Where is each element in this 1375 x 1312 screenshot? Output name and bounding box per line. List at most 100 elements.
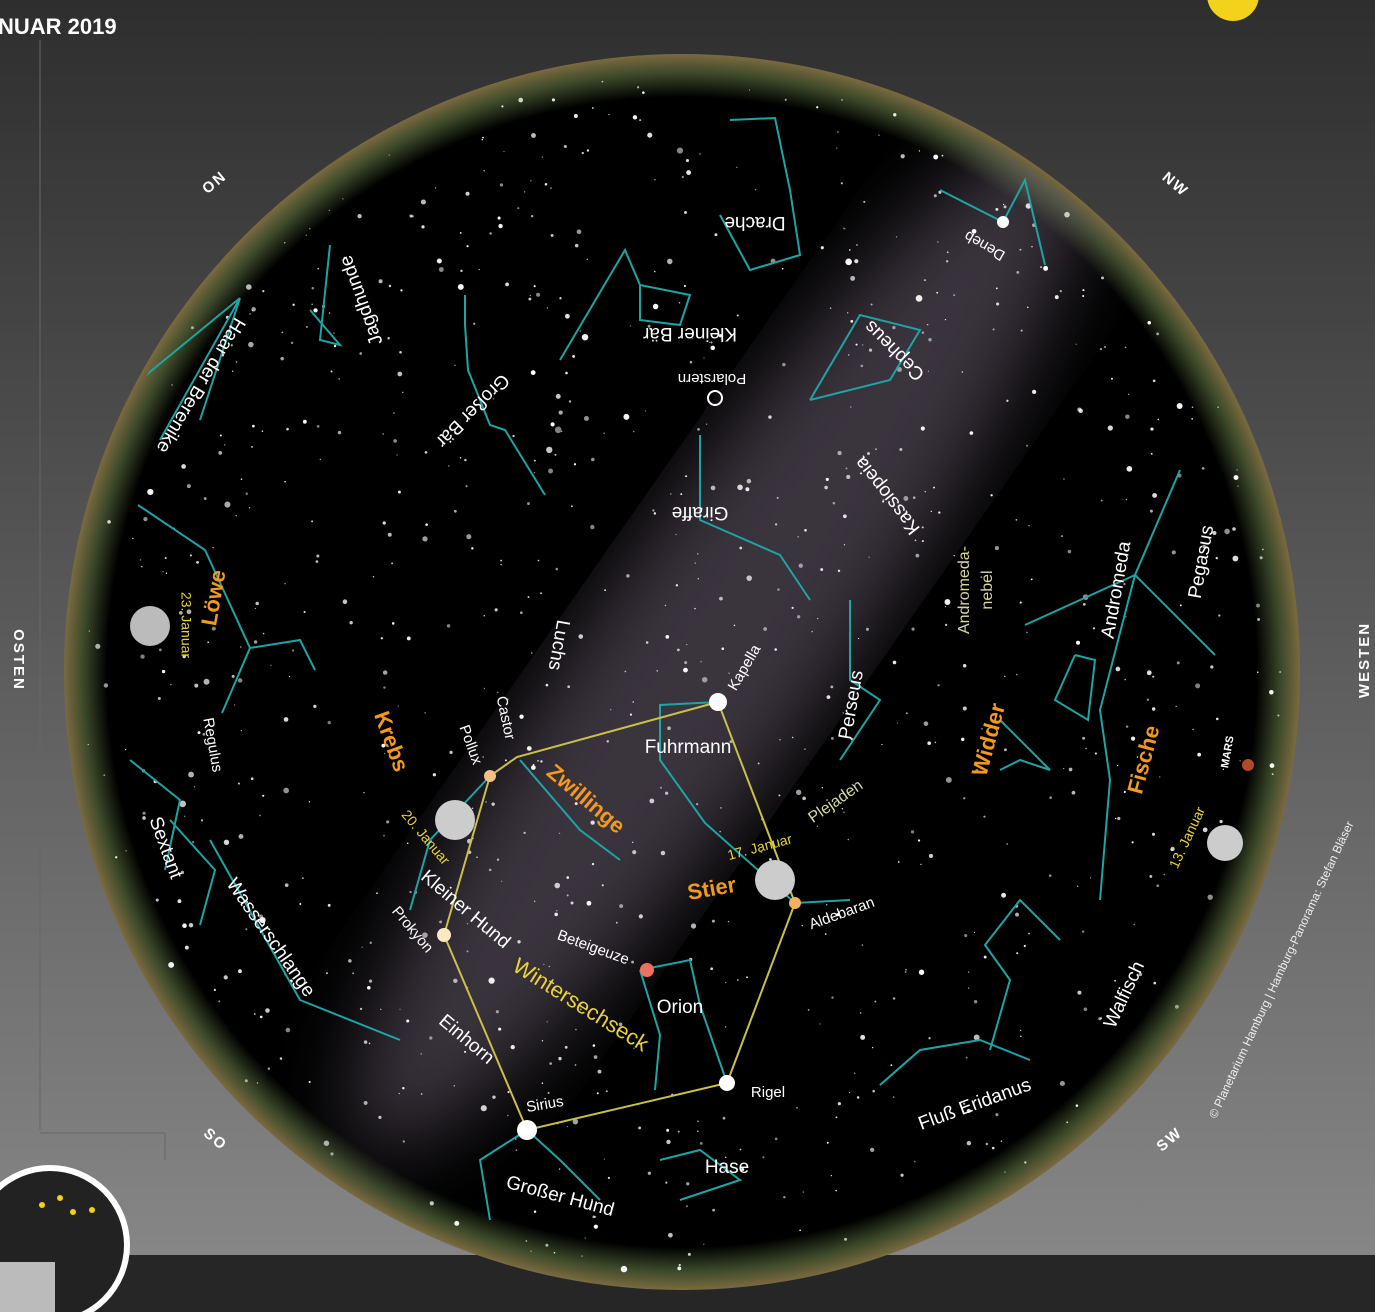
star: [937, 684, 940, 687]
star: [923, 279, 926, 282]
star: [319, 458, 322, 461]
moon: [755, 860, 795, 900]
star: [668, 1232, 673, 1238]
star: [446, 624, 451, 628]
star: [776, 496, 779, 499]
star: [1063, 767, 1065, 770]
star: [197, 731, 201, 735]
star: [1191, 417, 1194, 420]
star: [1023, 944, 1026, 948]
star: [579, 1008, 582, 1011]
star: [248, 507, 251, 509]
star: [363, 792, 365, 794]
star: [223, 975, 228, 980]
star: [728, 672, 730, 674]
star: [518, 97, 524, 103]
star: [528, 297, 532, 301]
star: [573, 463, 577, 466]
star: [515, 1149, 518, 1151]
star: [938, 511, 941, 514]
star: [774, 523, 778, 526]
star: [311, 520, 314, 523]
star: [1075, 1104, 1079, 1107]
star: [1171, 550, 1176, 555]
star: [816, 617, 819, 620]
star: [262, 794, 265, 797]
star: [251, 307, 256, 312]
star: [1136, 756, 1139, 758]
star: [586, 149, 590, 152]
star: [387, 532, 392, 537]
star: [527, 502, 530, 505]
star: [962, 706, 967, 711]
star: [342, 599, 348, 605]
star: [802, 1191, 805, 1193]
star: [586, 900, 592, 906]
star: [835, 1116, 838, 1119]
constellation-line: [464, 295, 546, 496]
star: [686, 1205, 688, 1207]
star: [398, 1092, 400, 1095]
star: [1179, 604, 1182, 607]
star: [836, 913, 840, 917]
star: [316, 554, 320, 558]
star: [684, 211, 687, 214]
star: [854, 1072, 856, 1074]
star: [489, 232, 492, 235]
star: [928, 853, 934, 859]
star: [583, 415, 589, 421]
star: [1130, 736, 1136, 741]
star: [579, 330, 581, 332]
star: [478, 268, 480, 271]
star: [251, 445, 254, 448]
star: [254, 607, 256, 610]
star: [386, 820, 390, 824]
star: [383, 686, 386, 689]
star: [590, 820, 595, 825]
star: [710, 967, 714, 971]
star: [652, 509, 655, 512]
star: [459, 456, 462, 459]
star: [1259, 556, 1263, 560]
star: [850, 703, 852, 705]
star: [464, 1050, 467, 1053]
star: [406, 1019, 410, 1023]
star: [700, 507, 703, 510]
constellation-line: [939, 177, 1046, 266]
star: [603, 1158, 605, 1160]
star: [182, 923, 187, 929]
star: [372, 576, 375, 578]
star: [436, 258, 442, 264]
star: [359, 352, 362, 355]
constellation-line: [659, 701, 851, 905]
star: [406, 842, 409, 845]
star: [900, 1173, 904, 1177]
star: [927, 741, 931, 745]
star: [202, 732, 206, 736]
star: [554, 882, 561, 889]
constellation-line: [478, 1129, 601, 1221]
star: [666, 258, 673, 265]
sky-label: Rigel: [751, 1084, 785, 1101]
star: [302, 419, 307, 424]
star: [531, 133, 536, 138]
star: [690, 923, 697, 929]
star: [944, 319, 947, 321]
star: [368, 979, 373, 983]
star: [244, 1079, 248, 1083]
star: [703, 357, 705, 359]
star: [592, 1044, 596, 1047]
star: [934, 741, 937, 744]
star: [507, 1091, 510, 1094]
star: [591, 1198, 594, 1201]
star: [327, 720, 331, 725]
star: [1083, 603, 1086, 606]
star: [798, 563, 803, 568]
star: [768, 415, 772, 419]
star: [746, 976, 748, 979]
star: [683, 667, 688, 673]
star: [848, 1091, 851, 1094]
star: [457, 283, 464, 290]
star: [165, 572, 168, 574]
star: [480, 1105, 487, 1112]
